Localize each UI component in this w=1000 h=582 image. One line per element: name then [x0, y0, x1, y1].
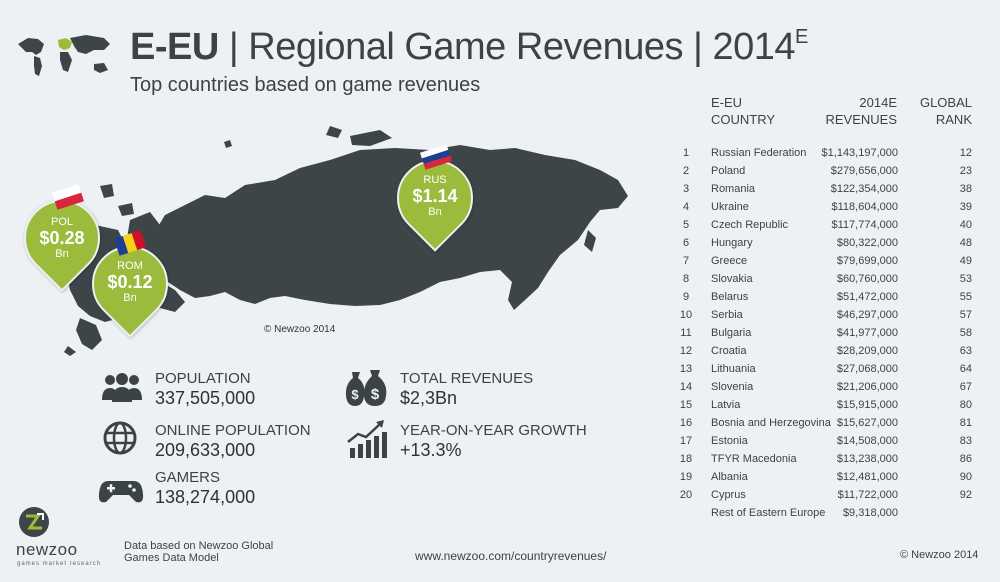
- table-row: 7 Greece $79,699,000 49: [682, 255, 972, 267]
- gamers-value: 138,274,000: [155, 487, 256, 507]
- total-revenues-value: $2,3Bn: [400, 388, 458, 408]
- page-title: E-EU | Regional Game Revenues | 2014E: [130, 26, 808, 68]
- gamepad-icon: [98, 481, 144, 503]
- data-source-note: Data based on Newzoo Global Games Data M…: [124, 540, 274, 564]
- table-header-revenues: 2014E REVENUES: [825, 95, 897, 127]
- table-row: 3 Romania $122,354,000 38: [682, 183, 972, 195]
- online-population-label: ONLINE POPULATION: [155, 422, 311, 439]
- table-row: 1 Russian Federation $1,143,197,000 12: [682, 147, 972, 159]
- table-row: 8 Slovakia $60,760,000 53: [682, 273, 972, 285]
- table-row: 19 Albania $12,481,000 90: [679, 471, 972, 483]
- newzoo-brand: newzoo: [16, 540, 78, 559]
- globe-icon: [103, 421, 137, 455]
- online-population-value: 209,633,000: [155, 440, 256, 460]
- table-row: 10 Serbia $46,297,000 57: [679, 309, 972, 321]
- table-row: 20 Cyprus $11,722,000 92: [679, 489, 972, 501]
- growth-label: YEAR-ON-YEAR GROWTH: [400, 422, 587, 439]
- total-revenues-label: TOTAL REVENUES: [400, 370, 534, 387]
- footer-url-link[interactable]: www.newzoo.com/countryrevenues/: [415, 549, 607, 563]
- growth-chart-icon: [347, 420, 387, 458]
- population-value: 337,505,000: [155, 388, 256, 408]
- growth-value: +13.3%: [400, 440, 462, 460]
- table-row: 18 TFYR Macedonia $13,238,000 86: [679, 453, 972, 465]
- pin-romania: ROM $0.12 Bn: [107, 260, 153, 304]
- table-row: 14 Slovenia $21,206,000 67: [679, 381, 972, 393]
- people-icon: [102, 373, 142, 402]
- russia-flag-icon: [419, 144, 453, 170]
- table-row: 13 Lithuania $27,068,000 64: [679, 363, 972, 375]
- newzoo-logo-icon: [19, 507, 49, 537]
- pin-poland: POL $0.28 Bn: [39, 216, 85, 260]
- table-row: 6 Hungary $80,322,000 48: [682, 237, 972, 249]
- svg-text:$: $: [371, 386, 380, 403]
- poland-flag-icon: [51, 184, 85, 210]
- money-bags-icon: $ $: [345, 370, 387, 406]
- table-row: 15 Latvia $15,915,000 80: [679, 399, 972, 411]
- table-header-global-rank: GLOBAL RANK: [919, 95, 972, 127]
- table-row: 5 Czech Republic $117,774,000 40: [682, 219, 972, 231]
- table-row: 9 Belarus $51,472,000 55: [682, 291, 972, 303]
- newzoo-tagline: games market research: [17, 561, 102, 567]
- table-header-country: E-EU COUNTRY: [711, 95, 776, 127]
- pin-russia: RUS $1.14 Bn: [412, 174, 458, 218]
- table-row: 17 Estonia $14,508,000 83: [679, 435, 972, 447]
- table-row: 12 Croatia $28,209,000 63: [679, 345, 972, 357]
- map-copyright: © Newzoo 2014: [264, 324, 336, 335]
- population-label: POPULATION: [155, 370, 251, 387]
- table-row: 4 Ukraine $118,604,000 39: [682, 201, 972, 213]
- svg-text:$: $: [351, 387, 359, 402]
- page-subtitle: Top countries based on game revenues: [130, 74, 481, 96]
- romania-flag-icon: [113, 230, 147, 256]
- world-map-logo-icon: [18, 35, 110, 76]
- gamers-label: GAMERS: [155, 469, 221, 486]
- table-row: Rest of Eastern Europe $9,318,000: [711, 507, 898, 519]
- table-row: 2 Poland $279,656,000 23: [682, 165, 972, 177]
- footer-copyright: © Newzoo 2014: [900, 549, 979, 561]
- table-row: 11 Bulgaria $41,977,000 58: [680, 327, 972, 339]
- table-row: 16 Bosnia and Herzegovina $15,627,000 81: [679, 417, 972, 429]
